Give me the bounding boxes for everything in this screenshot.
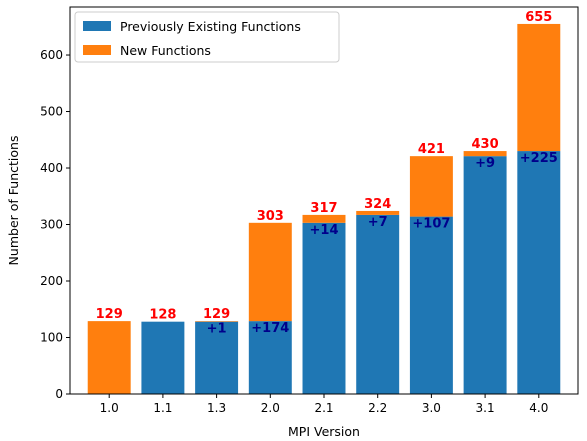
y-tick-label-300: 300 xyxy=(40,218,63,232)
x-tick-label-2-1: 2.1 xyxy=(314,401,333,415)
legend-box xyxy=(74,11,340,63)
x-tick-label-4-0: 4.0 xyxy=(529,401,548,415)
bar-existing-2-2 xyxy=(356,214,400,394)
delta-label-2-1: +14 xyxy=(310,223,339,238)
y-tick-label-100: 100 xyxy=(40,331,63,345)
bar-existing-3-0 xyxy=(409,216,453,394)
total-label-1-3: 129 xyxy=(203,307,230,322)
bar-new-3-0 xyxy=(409,156,453,217)
labels-layer: 129 128 129+1303+174317+14324+7421+107430+… xyxy=(96,10,558,337)
legend-label-existing: Previously Existing Functions xyxy=(120,19,301,34)
x-tick-label-1-1: 1.1 xyxy=(153,401,172,415)
y-tick-label-400: 400 xyxy=(40,161,63,175)
bar-existing-1-1 xyxy=(141,321,185,394)
delta-label-3-0: +107 xyxy=(412,217,450,232)
bar-existing-1-3 xyxy=(195,321,239,394)
total-label-2-0: 303 xyxy=(257,209,284,224)
bar-existing-3-1 xyxy=(463,156,507,394)
bar-existing-4-0 xyxy=(517,151,561,394)
bar-new-1-0 xyxy=(87,321,131,394)
delta-label-2-0: +174 xyxy=(251,321,289,336)
total-label-4-0: 655 xyxy=(525,10,552,25)
delta-label-3-1: +9 xyxy=(475,156,495,171)
total-label-1-1: 128 xyxy=(149,308,176,323)
bar-new-1-3 xyxy=(195,321,239,322)
delta-label-2-2: +7 xyxy=(368,215,388,230)
x-tick-label-3-0: 3.0 xyxy=(422,401,441,415)
x-tick-label-1-3: 1.3 xyxy=(207,401,226,415)
total-label-3-1: 430 xyxy=(472,137,499,152)
bar-new-4-0 xyxy=(517,23,561,152)
y-tick-label-600: 600 xyxy=(40,48,63,62)
bar-existing-2-0 xyxy=(248,321,292,394)
bar-new-2-2 xyxy=(356,210,400,215)
x-tick-label-2-2: 2.2 xyxy=(368,401,387,415)
legend-swatch-new xyxy=(83,45,111,55)
x-tick-label-1-0: 1.0 xyxy=(100,401,119,415)
x-axis-label: MPI Version xyxy=(288,424,360,439)
total-label-1-0: 129 xyxy=(96,307,123,322)
bar-new-2-1 xyxy=(302,214,346,223)
axes-layer: 0 100 200 300 400 500 600 1.0 1.1 1.3 2.0 2.1 2.2 3.0… xyxy=(40,48,548,415)
x-tick-label-3-1: 3.1 xyxy=(476,401,495,415)
y-tick-label-200: 200 xyxy=(40,274,63,288)
bar-new-3-1 xyxy=(463,151,507,157)
bar-existing-2-1 xyxy=(302,222,346,394)
bar-new-2-0 xyxy=(248,222,292,322)
y-tick-label-0: 0 xyxy=(55,387,63,401)
total-label-2-1: 317 xyxy=(310,201,337,216)
total-label-3-0: 421 xyxy=(418,142,445,157)
bars-layer xyxy=(87,23,561,394)
y-axis-label: Number of Functions xyxy=(6,136,21,266)
total-label-2-2: 324 xyxy=(364,197,391,212)
legend-swatch-existing xyxy=(83,21,111,31)
x-tick-label-2-0: 2.0 xyxy=(261,401,280,415)
delta-label-4-0: +225 xyxy=(520,151,558,166)
delta-label-1-3: +1 xyxy=(207,322,227,337)
legend: Previously Existing Functions New Functio… xyxy=(74,11,340,63)
y-tick-label-500: 500 xyxy=(40,105,63,119)
legend-label-new: New Functions xyxy=(120,43,211,58)
